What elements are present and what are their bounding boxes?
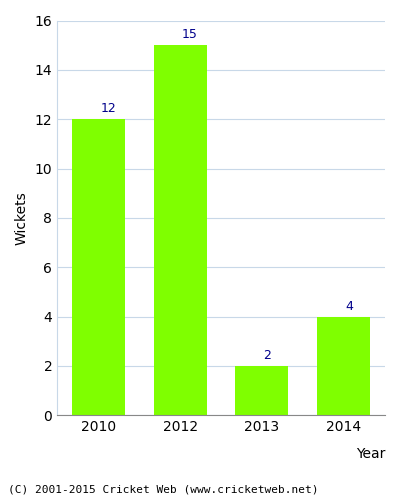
- Text: 2: 2: [264, 349, 272, 362]
- Text: 4: 4: [345, 300, 353, 313]
- Text: (C) 2001-2015 Cricket Web (www.cricketweb.net): (C) 2001-2015 Cricket Web (www.cricketwe…: [8, 485, 318, 495]
- Bar: [72, 119, 125, 415]
- Y-axis label: Wickets: Wickets: [15, 191, 29, 244]
- Text: 12: 12: [100, 102, 116, 116]
- Bar: [235, 366, 288, 415]
- Bar: [154, 45, 207, 415]
- Text: Year: Year: [356, 447, 385, 461]
- Bar: [317, 316, 370, 415]
- Text: 15: 15: [182, 28, 198, 42]
